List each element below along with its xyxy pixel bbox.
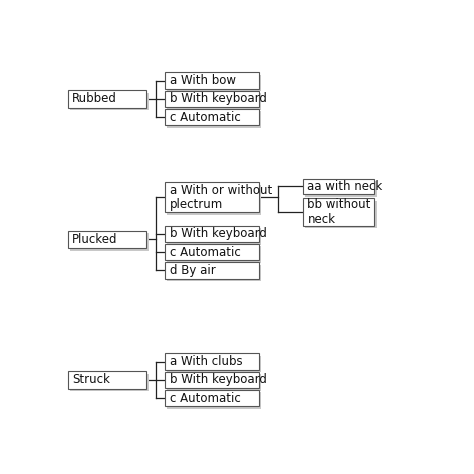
Text: bb without
neck: bb without neck <box>308 198 371 226</box>
FancyBboxPatch shape <box>165 226 258 242</box>
FancyBboxPatch shape <box>167 111 261 128</box>
FancyBboxPatch shape <box>70 374 149 391</box>
Text: aa with neck: aa with neck <box>308 180 383 193</box>
FancyBboxPatch shape <box>305 201 377 228</box>
Text: c Automatic: c Automatic <box>170 110 240 124</box>
Text: a With or without
plectrum: a With or without plectrum <box>170 183 272 211</box>
FancyBboxPatch shape <box>167 228 261 245</box>
FancyBboxPatch shape <box>70 233 149 251</box>
FancyBboxPatch shape <box>167 185 261 215</box>
Text: c Automatic: c Automatic <box>170 246 240 259</box>
Text: Struck: Struck <box>73 374 110 386</box>
FancyBboxPatch shape <box>165 244 258 260</box>
Text: c Automatic: c Automatic <box>170 392 240 405</box>
Text: b With keyboard: b With keyboard <box>170 374 266 386</box>
Text: b With keyboard: b With keyboard <box>170 92 266 105</box>
FancyBboxPatch shape <box>302 198 374 226</box>
FancyBboxPatch shape <box>305 182 377 197</box>
FancyBboxPatch shape <box>167 374 261 391</box>
Text: Rubbed: Rubbed <box>73 92 117 105</box>
Text: d By air: d By air <box>170 264 215 277</box>
FancyBboxPatch shape <box>67 371 146 389</box>
FancyBboxPatch shape <box>165 262 258 279</box>
FancyBboxPatch shape <box>165 390 258 406</box>
FancyBboxPatch shape <box>67 90 146 108</box>
Text: Plucked: Plucked <box>73 233 118 246</box>
FancyBboxPatch shape <box>167 356 261 373</box>
FancyBboxPatch shape <box>70 92 149 110</box>
FancyBboxPatch shape <box>167 75 261 91</box>
FancyBboxPatch shape <box>167 93 261 109</box>
Text: a With clubs: a With clubs <box>170 355 242 368</box>
FancyBboxPatch shape <box>302 179 374 194</box>
FancyBboxPatch shape <box>165 73 258 89</box>
FancyBboxPatch shape <box>165 182 258 212</box>
FancyBboxPatch shape <box>167 265 261 281</box>
FancyBboxPatch shape <box>167 246 261 263</box>
FancyBboxPatch shape <box>165 91 258 107</box>
Text: b With keyboard: b With keyboard <box>170 228 266 240</box>
FancyBboxPatch shape <box>165 372 258 388</box>
FancyBboxPatch shape <box>165 109 258 125</box>
FancyBboxPatch shape <box>165 354 258 370</box>
Text: a With bow: a With bow <box>170 74 236 87</box>
FancyBboxPatch shape <box>67 231 146 248</box>
FancyBboxPatch shape <box>167 392 261 409</box>
